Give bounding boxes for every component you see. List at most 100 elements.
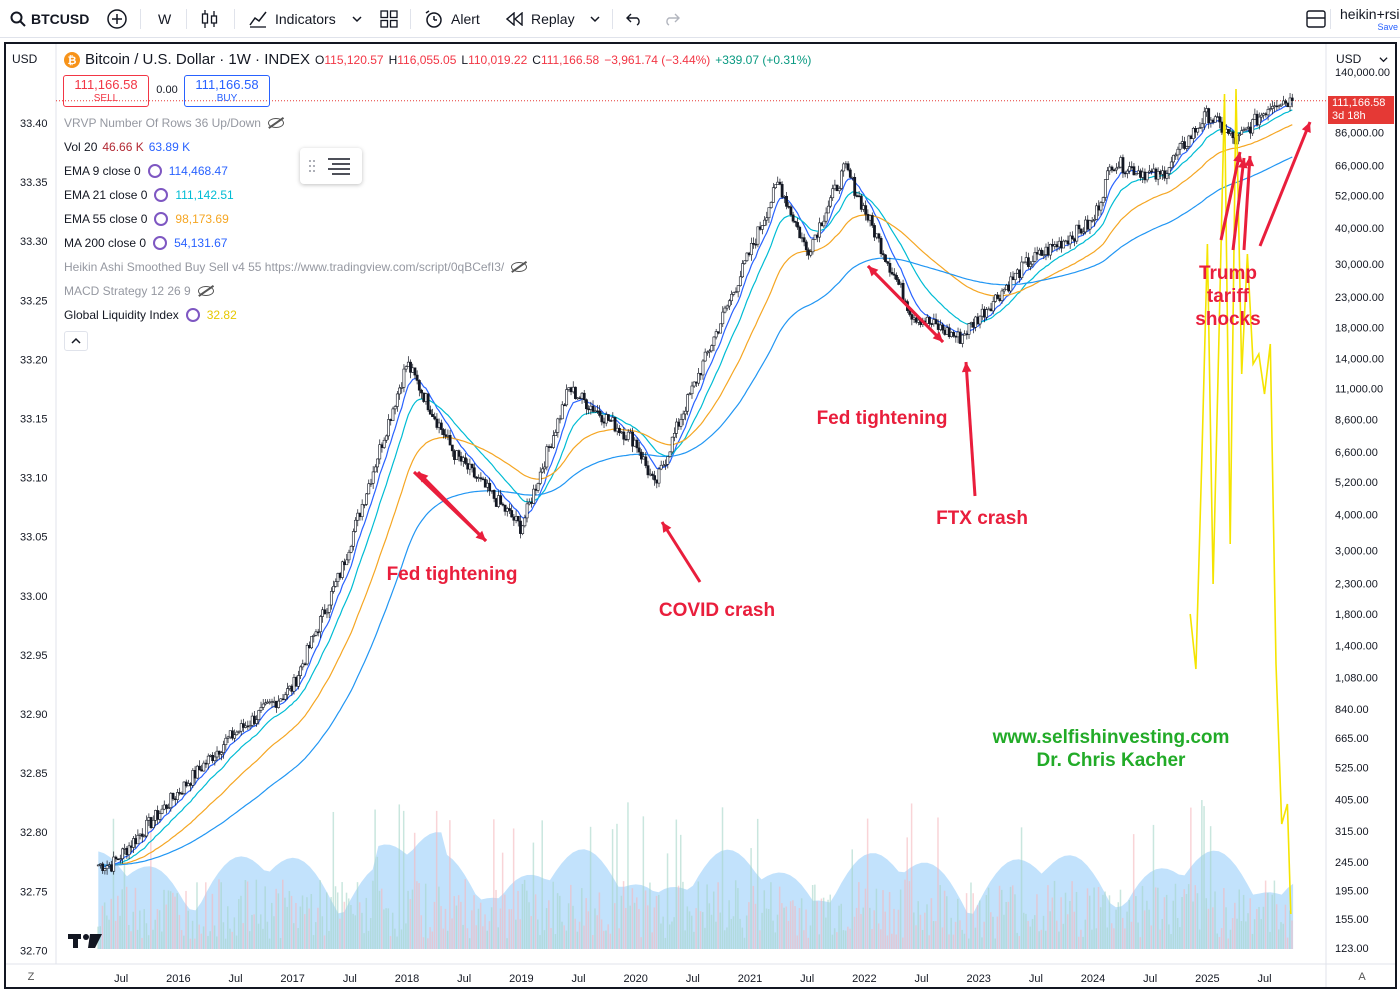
bitcoin-icon: ₿ — [64, 51, 80, 68]
collapse-legend-button[interactable] — [64, 331, 88, 351]
volume-bar — [194, 938, 196, 949]
candle-body — [791, 214, 795, 222]
candle — [1163, 166, 1167, 182]
candle — [1062, 239, 1065, 249]
candle-body — [231, 730, 234, 739]
candle-body — [692, 381, 696, 387]
settings-icon[interactable] — [185, 308, 200, 322]
chart-type-button[interactable] — [200, 0, 220, 38]
candle-body — [402, 368, 406, 388]
study-row[interactable]: Global Liquidity Index 32.82 — [64, 308, 237, 322]
auto-scale-button[interactable]: A — [1358, 971, 1366, 983]
candle — [387, 414, 390, 440]
sell-price: 111,166.58 — [74, 77, 138, 92]
study-row[interactable]: MA 200 close 0 54,131.67 — [64, 236, 227, 250]
candle — [1143, 168, 1147, 184]
ema-55-line — [98, 124, 1293, 867]
candle — [892, 268, 896, 280]
candle-body — [824, 212, 828, 222]
toolbar-divider — [140, 9, 141, 29]
candle — [134, 834, 138, 849]
volume-bar — [1110, 923, 1113, 949]
tradingview-logo[interactable] — [68, 932, 102, 950]
volume-bar — [191, 920, 194, 949]
price-tick-label: 11,000.00 — [1335, 384, 1383, 396]
volume-bar — [1082, 936, 1084, 949]
interval-button[interactable]: W — [158, 0, 171, 38]
candle-body — [1209, 119, 1213, 124]
hidden-eye-icon[interactable] — [267, 118, 284, 128]
volume-bar — [1185, 894, 1188, 949]
candle-body — [1178, 143, 1182, 150]
symbol-title: Bitcoin / U.S. Dollar · 1W · INDEX — [85, 51, 311, 68]
right-axis-currency-selector[interactable]: USD — [1330, 48, 1392, 70]
candle — [996, 291, 1000, 300]
volume-bar — [431, 931, 434, 949]
sell-button[interactable]: 111,166.58 SELL — [63, 75, 149, 107]
study-row[interactable]: EMA 9 close 0 114,468.47 — [64, 164, 228, 178]
volume-bar — [594, 908, 596, 949]
alert-button[interactable]: Alert — [424, 0, 480, 38]
settings-icon[interactable] — [154, 188, 169, 202]
settings-icon[interactable] — [147, 164, 162, 178]
study-row[interactable]: Vol 20 46.66 K 63.89 K — [64, 140, 190, 154]
volume-bar — [427, 938, 429, 949]
volume-bar — [301, 895, 304, 949]
volume-bar — [1190, 807, 1192, 949]
settings-icon[interactable] — [153, 236, 168, 250]
indicator-templates-dropdown[interactable] — [352, 0, 362, 38]
settings-icon[interactable] — [154, 212, 169, 226]
volume-bar — [242, 923, 244, 949]
candle-body — [870, 215, 874, 226]
study-row[interactable]: MACD Strategy 12 26 9 — [64, 284, 216, 298]
candle — [884, 254, 887, 263]
hidden-eye-icon[interactable] — [511, 262, 528, 272]
candle — [1048, 243, 1052, 260]
volume-bar — [578, 921, 581, 949]
redo-button[interactable] — [664, 0, 680, 38]
candle — [140, 828, 144, 843]
study-row[interactable]: EMA 55 close 0 98,173.69 — [64, 212, 229, 226]
indicators-button[interactable]: Indicators — [248, 0, 336, 38]
candle-body — [288, 685, 291, 689]
price-chart[interactable]: 140,000.0086,000.0066,000.0052,000.0040,… — [6, 44, 1397, 989]
volume-bar — [1018, 936, 1021, 949]
object-tree-icon[interactable] — [326, 156, 352, 176]
replay-button[interactable]: Replay — [506, 0, 575, 38]
compare-button[interactable] — [106, 0, 128, 38]
candle-body — [774, 184, 777, 189]
volume-bar — [345, 892, 348, 949]
replay-dropdown[interactable] — [590, 0, 600, 38]
candle — [384, 434, 388, 443]
candle-body — [571, 386, 575, 393]
candle — [1123, 170, 1127, 178]
layout-panel-button[interactable] — [1306, 0, 1326, 38]
undo-button[interactable] — [626, 0, 642, 38]
candle — [835, 184, 839, 192]
buy-button[interactable]: 111,166.58 BUY — [184, 75, 270, 107]
layout-button[interactable] — [380, 0, 398, 38]
candle-body — [1185, 146, 1189, 149]
candle — [613, 416, 617, 433]
price-tick-label: 4,000.00 — [1335, 510, 1378, 522]
drag-handle-icon[interactable] — [308, 159, 316, 173]
candle — [646, 460, 650, 479]
volume-bar — [253, 914, 255, 949]
layout-name-button[interactable]: heikin+rsi Save — [1340, 6, 1400, 34]
time-tick-label: Jul — [915, 973, 929, 985]
timezone-mode-button[interactable]: Z — [27, 971, 35, 983]
study-row[interactable]: EMA 21 close 0 111,142.51 — [64, 188, 234, 202]
symbol-search[interactable]: BTCUSD — [10, 0, 89, 38]
drawing-toolbar[interactable] — [300, 148, 362, 184]
candle-body — [928, 316, 931, 324]
candle — [193, 766, 197, 784]
study-row[interactable]: VRVP Number Of Rows 36 Up/Down — [64, 116, 286, 130]
volume-bar — [926, 904, 928, 949]
volume-bar — [935, 921, 937, 949]
chart-pane[interactable]: 140,000.00 86,000.00 66,000.00 52,000.00 40,… — [4, 42, 1397, 989]
study-row[interactable]: Heikin Ashi Smoothed Buy Sell v4 55 http… — [64, 260, 529, 274]
hidden-eye-icon[interactable] — [197, 286, 214, 296]
series-legend[interactable]: ₿ Bitcoin / U.S. Dollar · 1W · INDEX O11… — [64, 51, 811, 68]
volume-bar — [708, 903, 711, 949]
candle-body — [129, 845, 133, 848]
